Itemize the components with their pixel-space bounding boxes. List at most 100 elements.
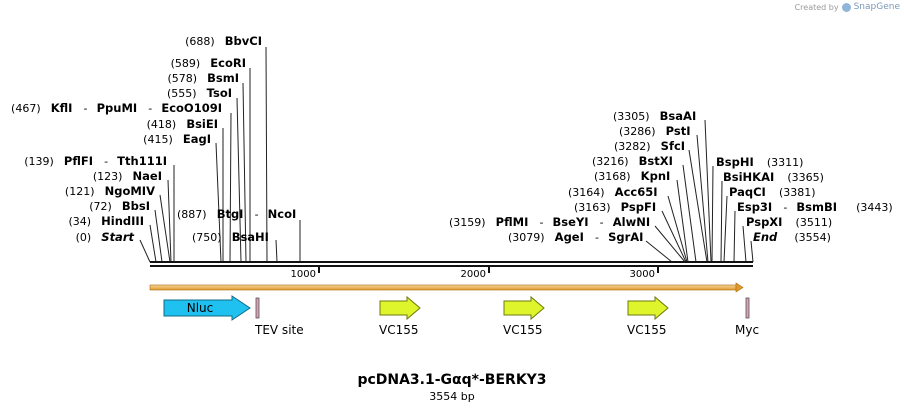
site-s72[interactable]: (72) BbsI bbox=[89, 195, 150, 214]
site-enzyme: BsiHKAI bbox=[723, 170, 774, 184]
site-s589[interactable]: (589) EcoRI bbox=[171, 52, 246, 71]
site-s123[interactable]: (123) NaeI bbox=[93, 165, 162, 184]
leader-s3079 bbox=[645, 240, 673, 263]
site-enzyme: PspFI bbox=[621, 200, 656, 214]
site-enzyme: AlwNI bbox=[613, 215, 650, 229]
site-s3163[interactable]: (3163) PspFI bbox=[574, 196, 656, 215]
myc-box bbox=[745, 297, 750, 319]
site-s3079[interactable]: (3079) AgeI - SgrAI bbox=[508, 226, 643, 245]
leader-s0 bbox=[139, 239, 151, 263]
credit-brand: SnapGene bbox=[853, 2, 900, 12]
site-enzyme: SgrAI bbox=[608, 230, 643, 244]
site-enzyme: HindIII bbox=[101, 214, 144, 228]
site-number: (0) bbox=[76, 231, 92, 244]
site-number: (34) bbox=[68, 215, 91, 228]
site-s3554[interactable]: End (3554) bbox=[753, 226, 831, 245]
site-enzyme: BsaHI bbox=[232, 230, 269, 244]
leader-s34 bbox=[149, 224, 157, 263]
leader-s3381 bbox=[723, 195, 728, 263]
site-s887[interactable]: (887) BtgI - NcoI bbox=[177, 203, 296, 222]
site-number: (3216) bbox=[592, 155, 629, 168]
site-number: (3365) bbox=[787, 171, 824, 184]
site-enzyme: PpuMI bbox=[97, 101, 138, 115]
site-number: (3305) bbox=[613, 110, 650, 123]
site-number: (688) bbox=[185, 35, 215, 48]
leader-s3164 bbox=[667, 195, 688, 263]
site-s3443[interactable]: Esp3I - BsmBI (3443) bbox=[737, 196, 893, 215]
nluc-arrow bbox=[163, 295, 251, 321]
site-number: (3159) bbox=[449, 216, 486, 229]
site-number: (3164) bbox=[568, 186, 605, 199]
site-leader-lines bbox=[139, 46, 754, 263]
site-enzyme: PaqCI bbox=[729, 185, 766, 199]
site-enzyme: TsoI bbox=[207, 86, 232, 100]
leader-s3511 bbox=[742, 225, 747, 263]
site-number: (578) bbox=[167, 72, 197, 85]
site-s750[interactable]: (750) BsaHI bbox=[192, 226, 269, 245]
site-s3286[interactable]: (3286) PstI bbox=[619, 120, 691, 139]
snapgene-credit: Created by SnapGene bbox=[795, 2, 900, 12]
leader-s688 bbox=[265, 46, 268, 263]
site-s3159[interactable]: (3159) PflMI - BseYI - AlwNI bbox=[449, 211, 650, 230]
site-s34[interactable]: (34) HindIII bbox=[68, 210, 144, 229]
site-enzyme: BbsI bbox=[122, 199, 150, 213]
site-number: (750) bbox=[192, 231, 222, 244]
site-number: (415) bbox=[143, 133, 173, 146]
vc155-arrow bbox=[503, 295, 545, 321]
site-enzyme: NgoMIV bbox=[105, 184, 155, 198]
site-number: (3286) bbox=[619, 125, 656, 138]
site-s418[interactable]: (418) BsiEI bbox=[147, 113, 218, 132]
site-s139[interactable]: (139) PflFI - Tth111I bbox=[24, 150, 167, 169]
feature-vc155-2[interactable]: VC155 bbox=[503, 295, 545, 337]
site-enzyme: Esp3I bbox=[737, 200, 772, 214]
site-s3511[interactable]: PspXI (3511) bbox=[746, 211, 832, 230]
site-s555[interactable]: (555) TsoI bbox=[167, 82, 232, 101]
site-s3311[interactable]: BspHI (3311) bbox=[716, 151, 803, 170]
site-separator: - bbox=[104, 155, 108, 168]
site-s688[interactable]: (688) BbvCI bbox=[185, 30, 262, 49]
site-enzyme: BseYI bbox=[553, 215, 589, 229]
vc155-arrow bbox=[379, 295, 421, 321]
site-s578[interactable]: (578) BsmI bbox=[167, 67, 239, 86]
leader-s3163 bbox=[661, 210, 687, 263]
tev-box bbox=[255, 297, 260, 319]
orf-arrow[interactable] bbox=[149, 282, 744, 293]
feature-vc155-3[interactable]: VC155 bbox=[627, 295, 669, 337]
feature-tev[interactable]: TEV site bbox=[254, 297, 304, 337]
site-enzyme: BstXI bbox=[639, 154, 673, 168]
site-number: (3311) bbox=[767, 156, 804, 169]
leader-s3365 bbox=[720, 180, 723, 263]
feature-vc155-1-label: VC155 bbox=[379, 323, 419, 337]
site-s3168[interactable]: (3168) KpnI bbox=[594, 165, 670, 184]
site-enzyme: BbvCI bbox=[225, 34, 262, 48]
site-number: (72) bbox=[89, 200, 112, 213]
site-enzyme: Acc65I bbox=[615, 185, 658, 199]
site-s415[interactable]: (415) EagI bbox=[143, 128, 211, 147]
site-enzyme: NcoI bbox=[268, 207, 297, 221]
leader-s555 bbox=[236, 97, 242, 263]
site-s0[interactable]: (0) Start bbox=[76, 226, 135, 245]
dna-backbone bbox=[150, 261, 753, 267]
site-s3365[interactable]: BsiHKAI (3365) bbox=[723, 166, 824, 185]
site-number: (3168) bbox=[594, 170, 631, 183]
snapgene-logo-icon bbox=[841, 2, 851, 12]
site-enzyme: PstI bbox=[666, 124, 691, 138]
site-enzyme: AgeI bbox=[555, 230, 584, 244]
feature-nluc[interactable]: Nluc bbox=[163, 295, 251, 321]
site-separator: - bbox=[84, 102, 88, 115]
site-s3381[interactable]: PaqCI (3381) bbox=[729, 181, 816, 200]
site-s121[interactable]: (121) NgoMIV bbox=[65, 180, 155, 199]
feature-myc[interactable]: Myc bbox=[735, 297, 759, 337]
site-s467[interactable]: (467) KflI - PpuMI - EcoO109I bbox=[11, 97, 222, 116]
leader-s3305 bbox=[704, 119, 712, 263]
site-number: (887) bbox=[177, 208, 207, 221]
feature-vc155-1[interactable]: VC155 bbox=[379, 295, 421, 337]
site-s3164[interactable]: (3164) Acc65I bbox=[568, 181, 658, 200]
leader-s3554 bbox=[750, 240, 754, 263]
site-separator: - bbox=[255, 208, 259, 221]
site-s3282[interactable]: (3282) SfcI bbox=[614, 135, 685, 154]
site-s3305[interactable]: (3305) BsaAI bbox=[613, 105, 696, 124]
site-s3216[interactable]: (3216) BstXI bbox=[592, 150, 673, 169]
site-separator: - bbox=[539, 216, 543, 229]
